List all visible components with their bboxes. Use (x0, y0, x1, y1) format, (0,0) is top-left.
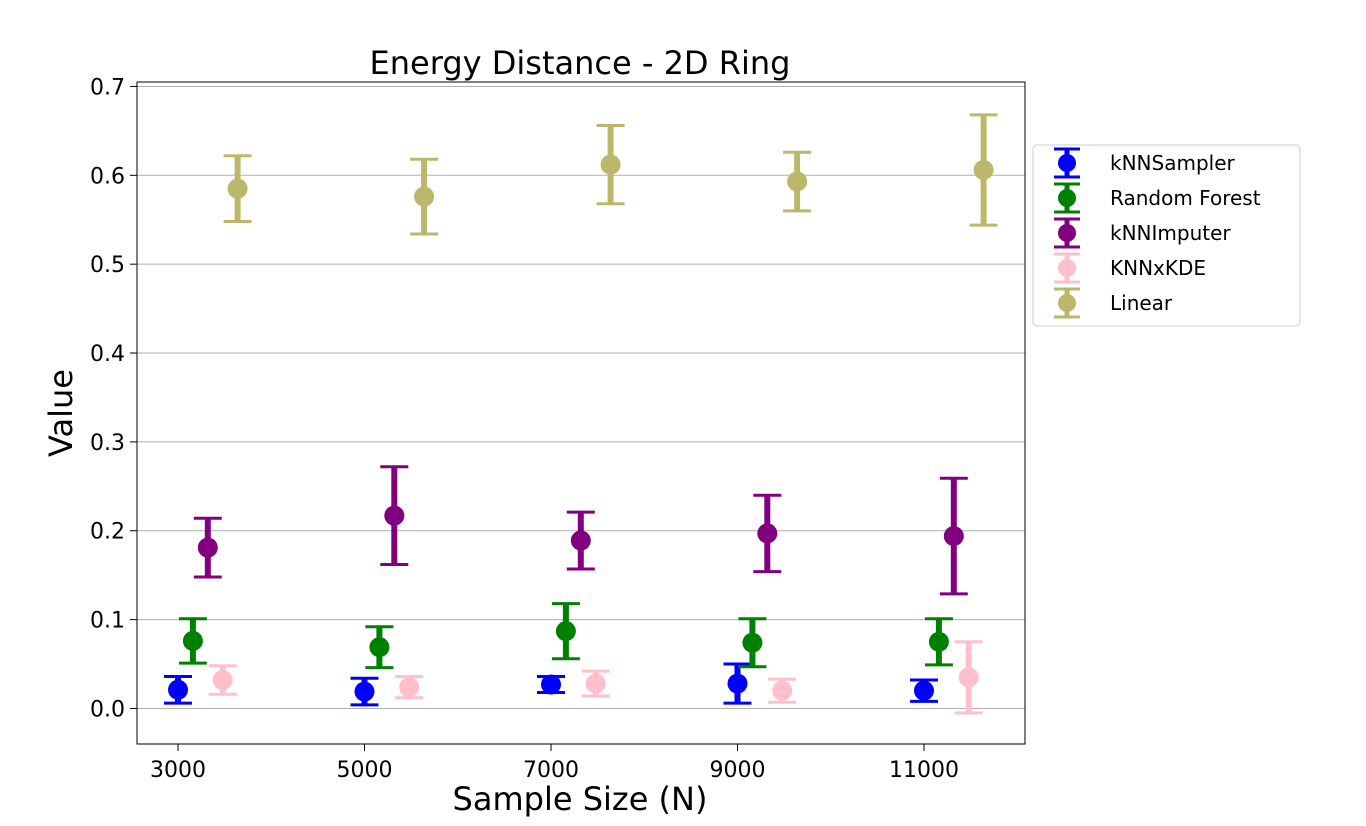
legend-entry: Linear (1054, 287, 1173, 319)
data-point (414, 186, 435, 207)
legend-entry: kNNSampler (1054, 147, 1235, 179)
data-point (182, 630, 203, 651)
data-point (742, 632, 763, 653)
series-random-forest (178, 602, 953, 670)
data-point (168, 679, 188, 700)
data-point (197, 537, 218, 558)
series-knnxkde (208, 640, 983, 715)
x-tick-label: 5000 (337, 758, 393, 783)
data-point (973, 159, 994, 180)
y-tick-label: 0.1 (90, 609, 125, 634)
legend-entry: KNNxKDE (1054, 252, 1206, 284)
legend-entry: Random Forest (1054, 182, 1261, 214)
x-tick-label: 3000 (150, 758, 206, 783)
data-point (958, 667, 979, 688)
x-tick-label: 9000 (710, 758, 766, 783)
legend-marker-dot (1058, 224, 1076, 242)
legend-marker-dot (1058, 294, 1076, 312)
y-tick-label: 0.5 (90, 253, 125, 278)
data-point (227, 178, 248, 199)
legend: kNNSampler Random Forest kNNImputer KNNxKDE… (1032, 144, 1301, 327)
y-tick-label: 0.6 (90, 164, 125, 189)
legend-marker-dot (1058, 189, 1076, 207)
y-tick-label: 0.0 (90, 697, 125, 722)
legend-label: kNNImputer (1110, 221, 1231, 245)
data-point (772, 680, 793, 701)
y-tick-label: 0.2 (90, 520, 125, 545)
x-axis-label: Sample Size (N) (453, 780, 708, 818)
x-tick-label: 11000 (889, 758, 959, 783)
legend-marker-dot (1058, 154, 1076, 172)
plot-marks (164, 113, 998, 715)
series-linear (223, 113, 998, 236)
data-point (943, 526, 964, 547)
data-point (399, 677, 420, 698)
data-point (585, 673, 606, 694)
data-point (757, 523, 778, 544)
chart-title: Energy Distance - 2D Ring (370, 44, 791, 82)
x-tick-label: 7000 (523, 758, 579, 783)
y-axis-label: Value (42, 369, 80, 457)
data-point (928, 631, 949, 652)
legend-box (1032, 144, 1301, 327)
legend-label: KNNxKDE (1110, 256, 1206, 280)
data-point (555, 621, 576, 642)
legend-marker-dot (1058, 259, 1076, 277)
y-tick-label: 0.3 (90, 431, 125, 456)
legend-label: kNNSampler (1110, 151, 1235, 175)
data-point (354, 681, 375, 702)
data-point (384, 505, 405, 526)
data-point (541, 674, 561, 695)
plot-frame (136, 81, 1026, 745)
y-tick-label: 0.7 (90, 75, 125, 100)
data-point (570, 530, 591, 551)
data-point (212, 670, 233, 691)
data-point (369, 637, 390, 658)
data-point (787, 171, 808, 192)
legend-entry: kNNImputer (1054, 217, 1231, 249)
data-point (600, 154, 621, 175)
y-tick-label: 0.4 (90, 342, 125, 367)
data-point (727, 673, 748, 694)
series-knnsampler (164, 662, 938, 707)
series-knnimputer (193, 465, 968, 596)
legend-label: Linear (1110, 291, 1173, 315)
x-axis: 3000 5000 7000 9000 11000 (150, 744, 959, 783)
y-axis: 0.0 0.1 0.2 0.3 0.4 0.5 0.6 0.7 (90, 75, 137, 722)
data-point (914, 680, 934, 701)
legend-label: Random Forest (1110, 186, 1261, 210)
